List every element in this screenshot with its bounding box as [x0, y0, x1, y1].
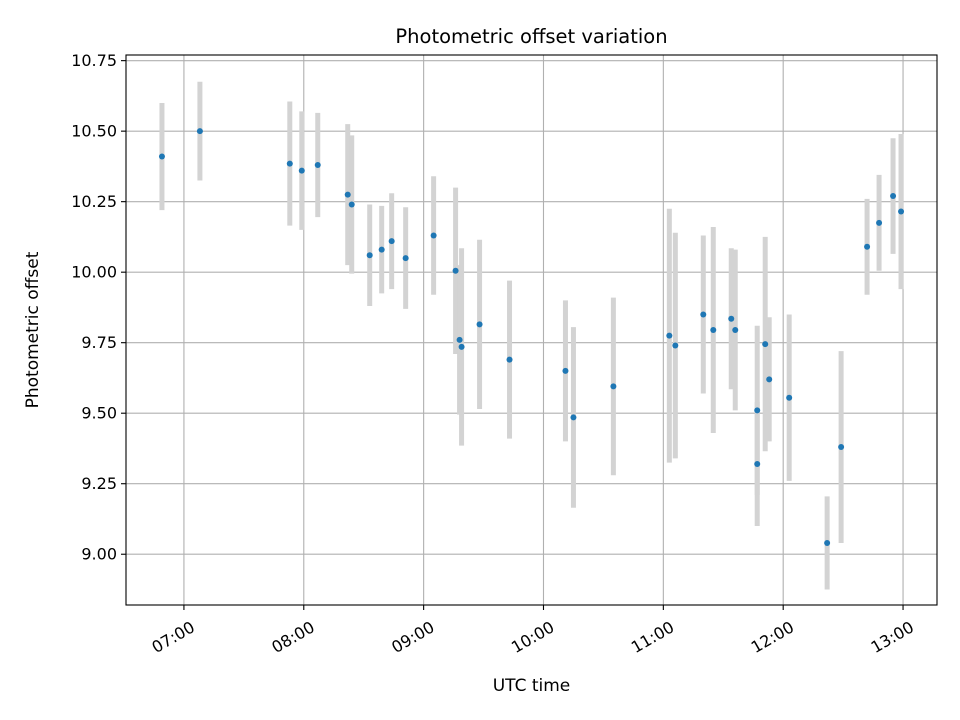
- data-point: [824, 539, 831, 546]
- data-point: [610, 383, 617, 390]
- data-point: [378, 246, 385, 253]
- data-point: [700, 311, 707, 318]
- data-point: [766, 376, 773, 383]
- y-tick-label: 9.00: [81, 545, 117, 564]
- data-point: [864, 243, 871, 250]
- data-point: [762, 341, 769, 348]
- data-point: [298, 167, 305, 174]
- data-point: [838, 444, 845, 451]
- data-point: [786, 394, 793, 401]
- data-point: [672, 342, 679, 349]
- data-point: [366, 252, 373, 259]
- data-point: [476, 321, 483, 328]
- data-point: [710, 327, 717, 333]
- y-axis-label: Photometric offset: [23, 251, 43, 408]
- data-point: [430, 232, 437, 239]
- data-point: [196, 128, 203, 135]
- data-point: [890, 193, 897, 200]
- chart-title: Photometric offset variation: [395, 25, 667, 48]
- plot-area-frame: [125, 54, 938, 606]
- data-point: [348, 201, 355, 208]
- y-tick-label: 10.75: [71, 51, 117, 70]
- data-point: [158, 153, 165, 160]
- data-point: [876, 219, 883, 226]
- data-point: [666, 332, 673, 339]
- data-point: [286, 160, 293, 167]
- data-points: [158, 128, 905, 546]
- x-axis-label: UTC time: [493, 676, 571, 696]
- y-tick-label: 10.25: [71, 192, 117, 211]
- data-point: [344, 191, 351, 198]
- data-point: [458, 343, 465, 350]
- data-point: [754, 407, 761, 414]
- data-point: [570, 414, 577, 421]
- y-tick-label: 9.50: [81, 404, 117, 423]
- y-tick-label: 10.00: [71, 263, 117, 282]
- y-tick-label: 9.25: [81, 474, 117, 493]
- y-tick-label: 9.75: [81, 333, 117, 352]
- data-point: [506, 356, 513, 363]
- data-point: [456, 336, 463, 343]
- data-point: [728, 315, 735, 322]
- data-point: [388, 238, 395, 245]
- data-point: [754, 460, 761, 467]
- data-point: [898, 208, 905, 215]
- data-point: [562, 367, 569, 374]
- y-tick-label: 10.50: [71, 122, 117, 141]
- data-point: [402, 255, 409, 262]
- data-point: [732, 327, 739, 333]
- gridlines: [126, 55, 937, 605]
- data-point: [452, 267, 459, 274]
- data-point: [314, 162, 321, 168]
